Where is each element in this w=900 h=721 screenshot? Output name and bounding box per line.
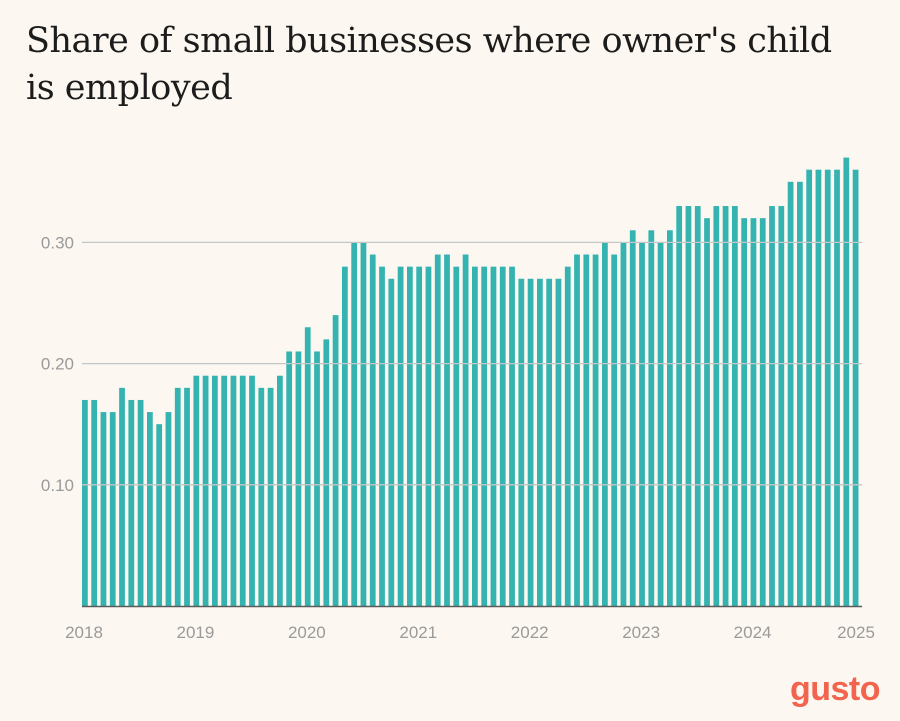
- bar-54: [574, 254, 580, 606]
- bar-21: [267, 387, 274, 606]
- bar-30: [351, 242, 358, 606]
- bar-3: [100, 412, 107, 606]
- bar-77: [787, 181, 794, 607]
- bar-42: [462, 254, 469, 606]
- bar-36: [407, 266, 413, 606]
- bar-5: [119, 387, 125, 606]
- bar-24: [295, 351, 302, 606]
- bar-9: [156, 424, 163, 606]
- x-tick-label-2022: 2022: [511, 623, 549, 642]
- bar-39: [434, 254, 441, 606]
- bar-83: [843, 157, 850, 606]
- bar-59: [620, 242, 627, 606]
- x-tick-label-2018: 2018: [65, 623, 103, 642]
- bar-66: [685, 206, 692, 607]
- bar-65: [676, 206, 683, 607]
- y-tick-label-1: 0.10: [41, 476, 74, 495]
- bar-55: [583, 254, 590, 606]
- bar-16: [221, 375, 228, 606]
- bar-8: [147, 412, 153, 606]
- chart-title: Share of small businesses where owner's …: [26, 21, 832, 108]
- bar-7: [137, 399, 144, 606]
- bar-14: [202, 375, 209, 606]
- bar-45: [490, 266, 497, 606]
- bar-41: [453, 266, 460, 606]
- bar-68: [704, 218, 710, 606]
- bar-2: [91, 399, 98, 606]
- bar-44: [481, 266, 488, 606]
- bar-43: [472, 266, 478, 606]
- x-tick-label-2020: 2020: [288, 623, 326, 642]
- bar-47: [509, 266, 515, 606]
- bar-27: [323, 339, 330, 606]
- bar-19: [249, 375, 255, 606]
- bar-72: [741, 218, 748, 606]
- bar-71: [732, 206, 738, 607]
- bar-79: [806, 169, 813, 606]
- bar-40: [444, 254, 450, 606]
- bar-78: [797, 181, 803, 607]
- bar-48: [518, 278, 525, 606]
- bar-17: [230, 375, 237, 606]
- bar-34: [388, 278, 395, 606]
- y-tick-label-2: 0.20: [41, 355, 74, 374]
- bar-70: [722, 206, 729, 607]
- bar-74: [759, 218, 766, 606]
- bar-10: [165, 412, 172, 606]
- bar-12: [184, 387, 190, 606]
- bar-51: [546, 278, 553, 606]
- bar-50: [537, 278, 543, 606]
- bar-37: [416, 266, 423, 606]
- bar-58: [611, 254, 618, 606]
- bar-26: [314, 351, 320, 606]
- bar-35: [397, 266, 404, 606]
- bar-53: [564, 266, 571, 606]
- bar-46: [499, 266, 506, 606]
- bar-1: [82, 399, 88, 606]
- bar-63: [657, 242, 664, 606]
- bar-32: [369, 254, 376, 606]
- bar-18: [239, 375, 246, 606]
- bar-67: [694, 206, 701, 607]
- bar-11: [174, 387, 181, 606]
- bar-82: [834, 169, 840, 606]
- bar-4: [109, 412, 116, 606]
- bar-31: [360, 242, 367, 606]
- bar-49: [527, 278, 534, 606]
- bar-73: [750, 218, 757, 606]
- bar-28: [332, 315, 339, 606]
- bar-57: [602, 242, 608, 606]
- x-tick-label-2025: 2025: [837, 623, 875, 642]
- bar-33: [379, 266, 385, 606]
- bar-60: [629, 230, 636, 606]
- bar-20: [258, 387, 265, 606]
- bar-62: [648, 230, 655, 606]
- bar-13: [193, 375, 200, 606]
- bar-38: [425, 266, 432, 606]
- bar-29: [342, 266, 348, 606]
- gusto-logo: gusto: [789, 670, 881, 708]
- bar-76: [778, 206, 785, 607]
- bar-23: [286, 351, 293, 606]
- bar-84: [852, 169, 859, 606]
- x-tick-label-2023: 2023: [622, 623, 660, 642]
- bar-75: [769, 206, 775, 607]
- y-tick-label-3: 0.30: [41, 233, 74, 252]
- x-tick-label-2024: 2024: [734, 623, 772, 642]
- bar-56: [592, 254, 599, 606]
- x-tick-label-2019: 2019: [177, 623, 215, 642]
- bar-61: [639, 242, 645, 606]
- bar-22: [277, 375, 283, 606]
- bar-64: [667, 230, 673, 606]
- bar-6: [128, 399, 135, 606]
- bar-80: [815, 169, 822, 606]
- bar-69: [713, 206, 720, 607]
- bar-81: [824, 169, 831, 606]
- bar-15: [212, 375, 218, 606]
- bar-52: [555, 278, 562, 606]
- x-tick-label-2021: 2021: [399, 623, 437, 642]
- bar-25: [304, 327, 311, 606]
